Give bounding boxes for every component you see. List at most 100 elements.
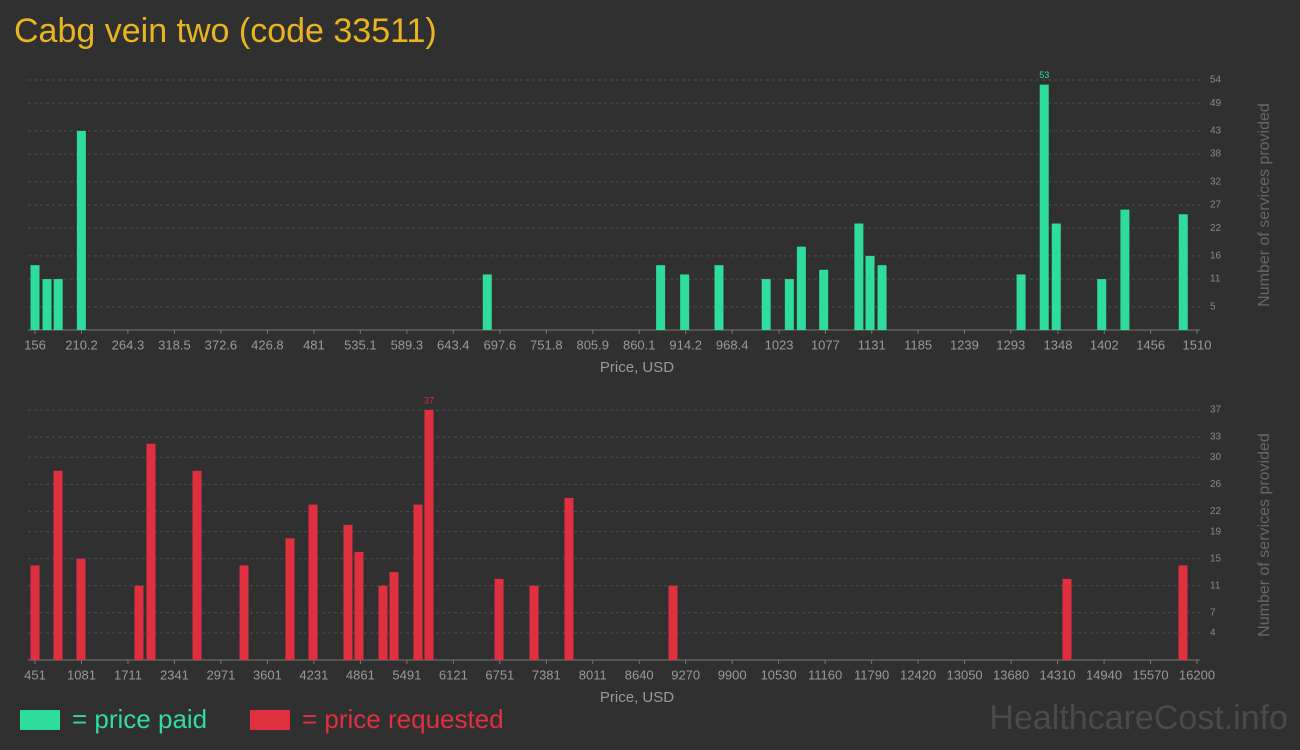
bar: [680, 274, 690, 330]
y-tick-label: 49: [1210, 98, 1222, 109]
x-tick-label: 11790: [854, 667, 889, 682]
y-tick-label: 27: [1210, 200, 1222, 211]
x-tick-label: 6751: [485, 667, 514, 682]
bar: [1178, 565, 1188, 660]
bar: [529, 585, 539, 660]
y-tick-label: 54: [1210, 75, 1222, 86]
x-tick-label: 13680: [993, 667, 1029, 682]
bar: [1097, 279, 1107, 330]
x-tick-label: 4861: [346, 667, 375, 682]
bar: [761, 279, 771, 330]
y-tick-label: 33: [1210, 432, 1222, 443]
bar: [192, 470, 202, 660]
x-tick-label: 1239: [950, 337, 979, 352]
y-tick-label: 11: [1210, 274, 1221, 285]
x-tick-label: 9900: [718, 667, 747, 682]
value-label: 53: [1039, 70, 1049, 80]
x-tick-label: 1348: [1044, 337, 1073, 352]
y-tick-label: 7: [1210, 607, 1216, 618]
x-tick-label: 1456: [1136, 337, 1165, 352]
x-tick-label: 535.1: [344, 337, 377, 352]
x-tick-label: 318.5: [158, 337, 191, 352]
y-tick-label: 5: [1210, 301, 1216, 312]
bar: [343, 524, 353, 660]
bar: [413, 504, 423, 660]
x-tick-label: 1023: [765, 337, 794, 352]
x-tick-label: 9270: [671, 667, 700, 682]
bar: [714, 265, 724, 330]
x-tick-label: 2971: [206, 667, 235, 682]
x-tick-label: 4231: [299, 667, 328, 682]
x-tick-label: 8640: [625, 667, 654, 682]
bar: [239, 565, 249, 660]
x-tick-label: 5491: [392, 667, 421, 682]
x-tick-label: 8011: [579, 667, 607, 682]
x-tick-label: 751.8: [530, 337, 563, 352]
x-axis-label: Price, USD: [600, 689, 674, 706]
x-tick-label: 1510: [1183, 337, 1212, 352]
bar: [53, 279, 63, 330]
x-tick-label: 10530: [761, 667, 797, 682]
x-tick-label: 6121: [439, 667, 468, 682]
bar: [146, 443, 156, 660]
x-tick-label: 1293: [996, 337, 1025, 352]
x-axis-label: Price, USD: [600, 359, 674, 376]
bar: [819, 269, 829, 330]
x-tick-label: 1402: [1090, 337, 1119, 352]
x-tick-label: 1131: [858, 337, 886, 352]
y-tick-label: 26: [1210, 479, 1222, 490]
x-tick-label: 426.8: [251, 337, 284, 352]
x-tick-label: 805.9: [576, 337, 609, 352]
bar: [564, 497, 574, 660]
bar: [424, 410, 434, 660]
bar: [494, 578, 504, 660]
x-tick-label: 1711: [114, 667, 142, 682]
bar: [308, 504, 318, 660]
bar: [53, 470, 63, 660]
x-tick-label: 11160: [808, 667, 842, 682]
y-tick-label: 43: [1210, 126, 1222, 137]
x-tick-label: 3601: [253, 667, 282, 682]
bar: [285, 538, 295, 660]
bar: [42, 279, 52, 330]
bar: [865, 255, 875, 330]
y-tick-label: 22: [1210, 506, 1222, 517]
x-tick-label: 1077: [811, 337, 840, 352]
x-tick-label: 372.6: [205, 337, 238, 352]
x-tick-label: 1185: [904, 337, 932, 352]
x-tick-label: 14940: [1086, 667, 1122, 682]
x-tick-label: 16200: [1179, 667, 1215, 682]
bar: [354, 551, 364, 660]
bar: [30, 265, 40, 330]
bar: [134, 585, 144, 660]
x-tick-label: 15570: [1132, 667, 1168, 682]
y-axis-label: Number of services provided: [1256, 433, 1273, 637]
bar: [1062, 578, 1072, 660]
y-tick-label: 4: [1210, 628, 1216, 639]
bar: [1051, 223, 1061, 330]
bar: [1016, 274, 1026, 330]
x-tick-label: 451: [24, 667, 46, 682]
bar: [30, 565, 40, 660]
y-tick-label: 22: [1210, 223, 1222, 234]
legend-label: = price paid: [72, 704, 207, 734]
x-tick-label: 643.4: [437, 337, 470, 352]
x-tick-label: 914.2: [669, 337, 702, 352]
bar: [389, 572, 399, 660]
bar: [76, 130, 86, 330]
y-tick-label: 16: [1210, 251, 1222, 262]
legend-swatch: [250, 710, 290, 730]
x-tick-label: 589.3: [391, 337, 424, 352]
legend-label: = price requested: [302, 704, 504, 734]
chart-title: Cabg vein two (code 33511): [14, 12, 437, 50]
x-tick-label: 210.2: [65, 337, 98, 352]
x-tick-label: 7381: [532, 667, 561, 682]
x-tick-label: 860.1: [623, 337, 656, 352]
x-tick-label: 697.6: [484, 337, 517, 352]
x-tick-label: 14310: [1039, 667, 1075, 682]
bar: [378, 585, 388, 660]
bar: [1120, 209, 1130, 330]
